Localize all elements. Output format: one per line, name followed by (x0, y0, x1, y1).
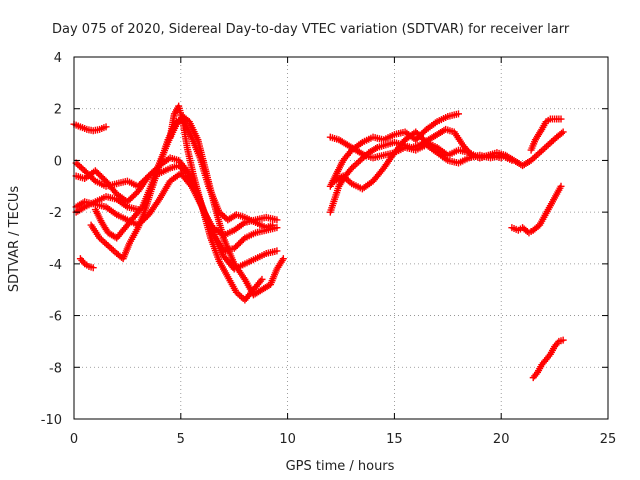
x-tick-label: 5 (177, 432, 185, 447)
x-tick-label: 20 (493, 432, 510, 447)
data-point (559, 336, 567, 344)
y-tick-label: -10 (41, 413, 62, 428)
x-tick-label: 10 (279, 432, 296, 447)
data-point (273, 216, 281, 224)
data-point (89, 264, 97, 272)
y-tick-label: -2 (49, 206, 62, 221)
series-sat-n (527, 115, 565, 154)
y-tick-label: -8 (49, 361, 62, 376)
series-sat-o (508, 182, 565, 237)
y-axis-label: SDTVAR / TECUs (7, 186, 22, 293)
data-point (558, 129, 566, 137)
series-sat-i (76, 255, 97, 272)
data-point (279, 255, 287, 263)
grid (74, 57, 608, 419)
data-point (557, 182, 565, 190)
data-point (559, 128, 567, 136)
data-point (273, 247, 281, 255)
x-tick-label: 0 (70, 432, 78, 447)
data-points (70, 102, 567, 382)
x-tick-label: 15 (386, 432, 403, 447)
chart-title: Day 075 of 2020, Sidereal Day-to-day VTE… (52, 22, 570, 37)
series-sat-m (331, 128, 505, 193)
x-tick-label: 25 (600, 432, 617, 447)
plot-frame (73, 56, 609, 420)
data-point (508, 156, 516, 164)
data-point (102, 123, 110, 131)
data-point (269, 221, 277, 229)
series-sat-c (72, 169, 281, 273)
y-tick-label: -4 (49, 258, 62, 273)
data-point (258, 275, 266, 283)
data-point (273, 224, 281, 232)
y-tick-label: 0 (54, 154, 62, 169)
y-tick-label: -6 (49, 310, 62, 325)
x-axis-label: GPS time / hours (286, 459, 395, 474)
data-point (557, 115, 565, 123)
data-point (421, 137, 429, 145)
data-point (497, 154, 505, 162)
series-sat-g (166, 102, 266, 304)
data-point (90, 176, 98, 184)
y-tick-label: 2 (54, 103, 62, 118)
data-point (454, 110, 462, 118)
series-sat-p (529, 336, 567, 382)
series-sat-h (70, 120, 110, 135)
data-point (239, 235, 247, 243)
y-tick-label: 4 (54, 51, 62, 66)
